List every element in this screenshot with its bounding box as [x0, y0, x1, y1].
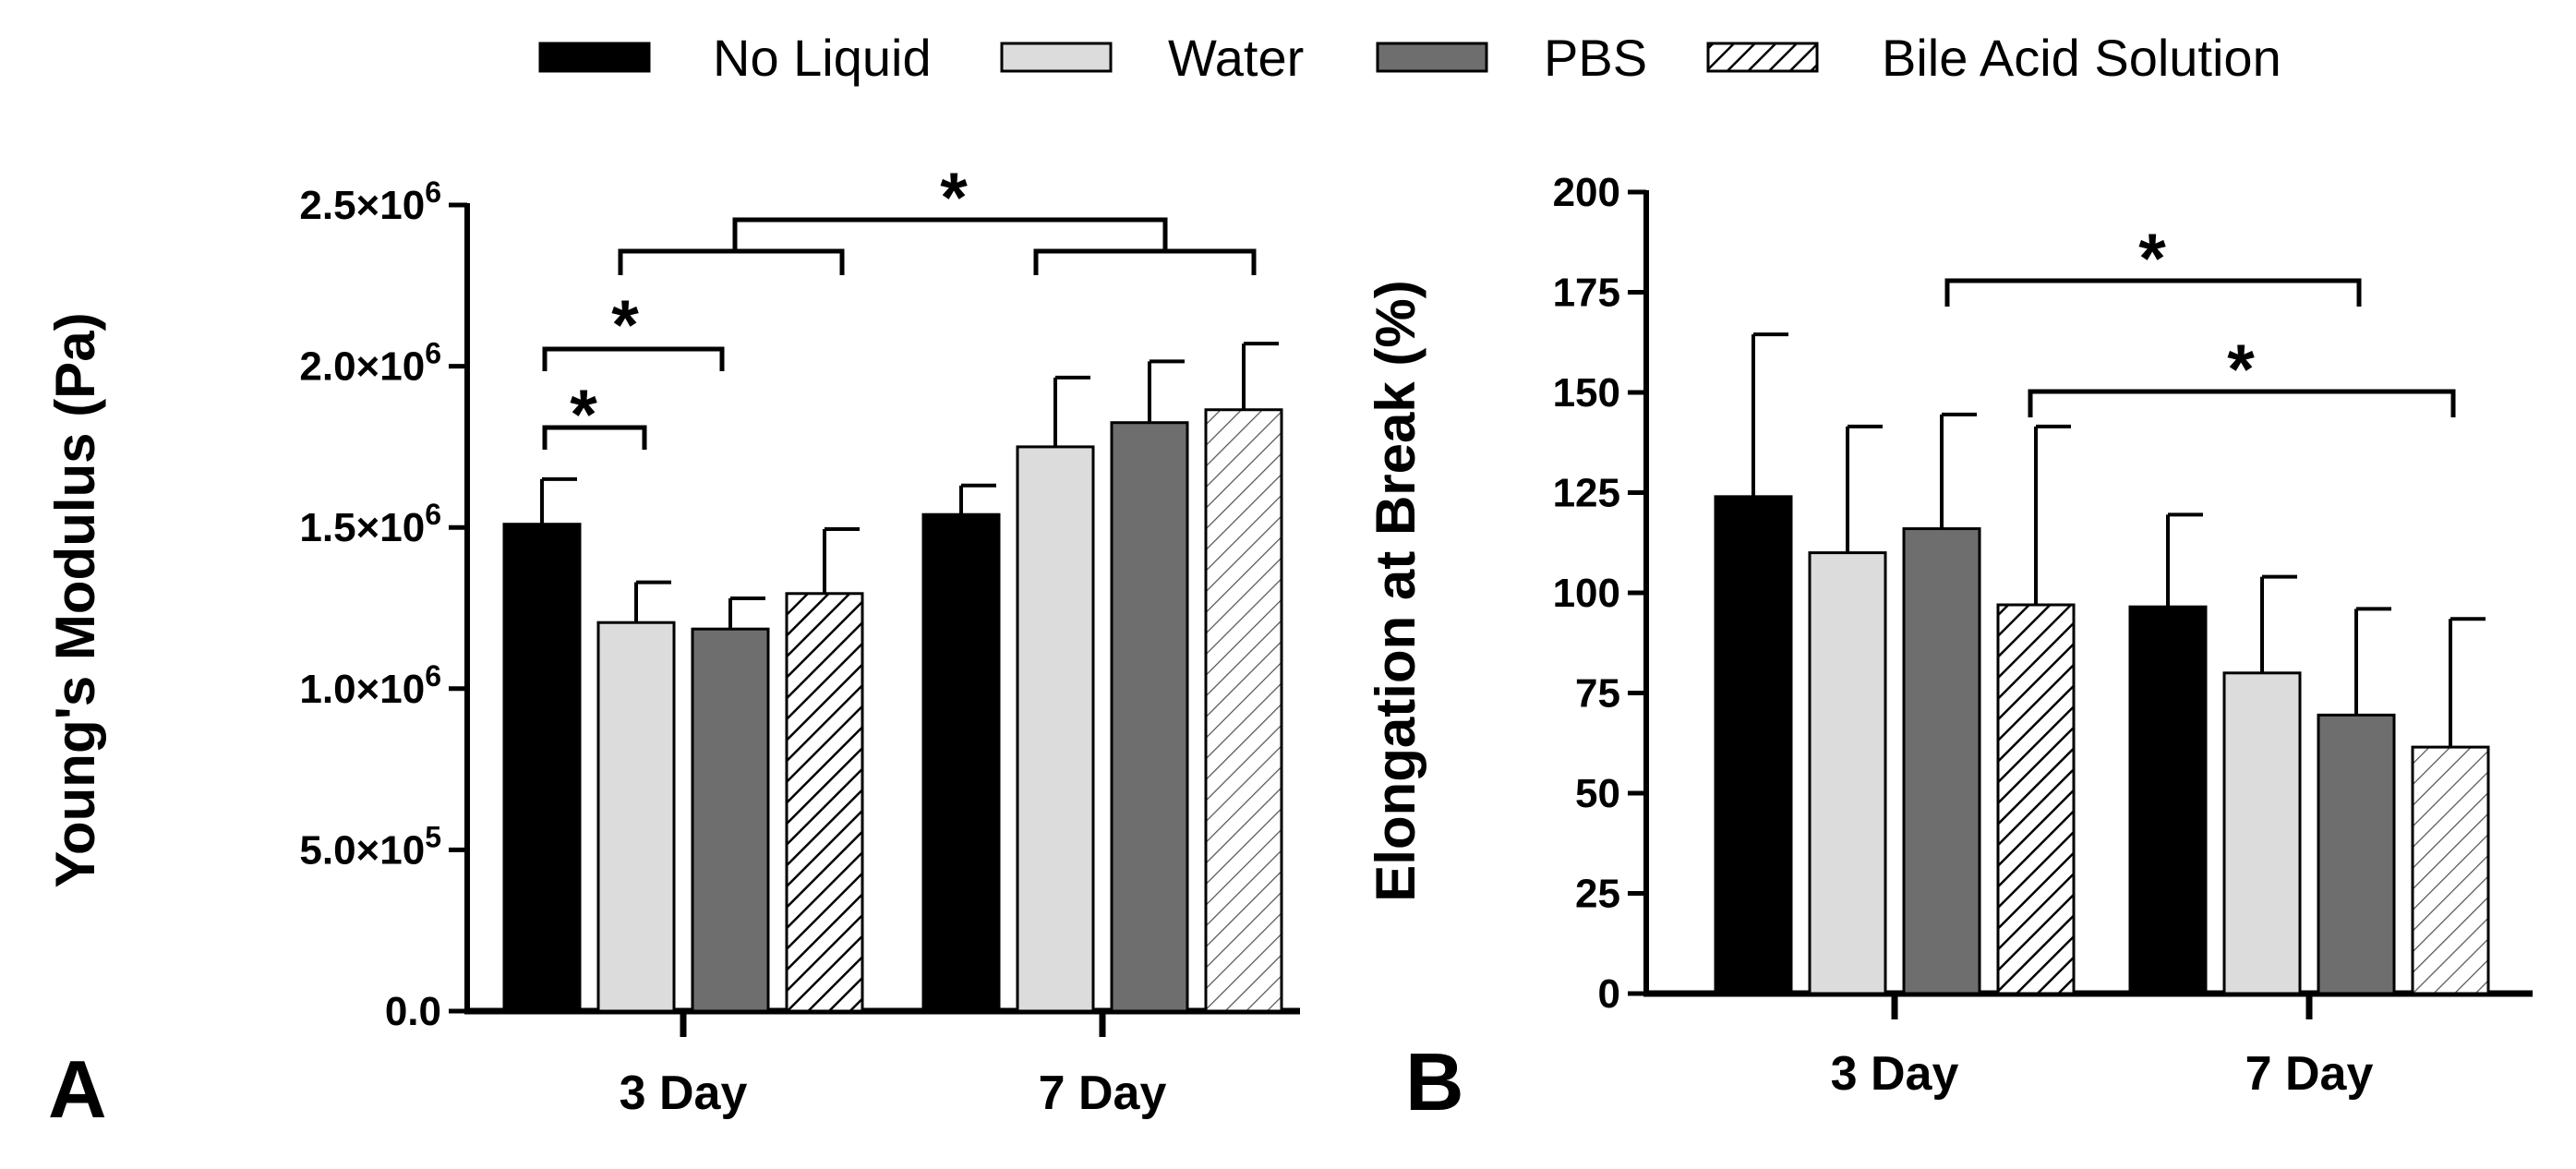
bar	[1016, 445, 1095, 1013]
bar	[596, 621, 676, 1013]
significance-bracket	[542, 346, 725, 371]
significance-bracket	[2028, 389, 2456, 417]
y-tick-label: 1.0×106	[299, 659, 441, 712]
significance-brackets: **	[1944, 220, 2456, 417]
legend-swatch	[1376, 42, 1488, 73]
significance-star: *	[570, 376, 597, 454]
y-tick-label: 2.5×106	[299, 175, 441, 228]
x-tick-label: 7 Day	[1039, 1067, 1167, 1120]
y-tick-label: 25	[1575, 872, 1620, 917]
legend-label: PBS	[1544, 29, 1647, 87]
significance-star: *	[611, 286, 639, 365]
significance-bracket	[1944, 278, 2362, 307]
y-tick-label: 2.0×106	[299, 337, 441, 390]
axes: 0.0 5.0×105 1.0×106 1.5×106 2.0×106 2.5×106 3 …	[299, 175, 1300, 1120]
x-tick-label: 3 Day	[1831, 1047, 1959, 1101]
significance-brackets: ***	[542, 159, 1257, 454]
bar	[1996, 603, 2076, 995]
y-tick-label: 75	[1575, 671, 1620, 717]
bar	[785, 592, 864, 1013]
legend: No Liquid Water PBS Bile Acid Solution	[538, 29, 2281, 87]
legend-label: Water	[1168, 29, 1304, 87]
legend-label: Bile Acid Solution	[1882, 29, 2281, 87]
y-axis-label: Elongation at Break (%)	[1365, 280, 1426, 901]
bar	[2222, 671, 2302, 995]
y-tick-label: 5.0×105	[299, 820, 441, 873]
significance-bracket	[1033, 248, 1257, 275]
x-tick-label: 3 Day	[620, 1067, 748, 1120]
x-tick-label: 7 Day	[2245, 1047, 2374, 1101]
y-tick-label: 0	[1598, 971, 1620, 1017]
bar	[2317, 713, 2396, 995]
bar	[921, 512, 1001, 1013]
bars	[1714, 332, 2490, 995]
y-tick-label: 50	[1575, 771, 1620, 816]
bar	[502, 523, 582, 1013]
panel-label: A	[48, 1043, 107, 1135]
legend-swatch	[538, 42, 651, 73]
y-tick-label: 125	[1553, 471, 1620, 516]
bar	[691, 627, 770, 1013]
bar	[2128, 605, 2208, 995]
significance-star: *	[2227, 331, 2255, 409]
significance-bracket	[732, 217, 1168, 251]
bars	[502, 342, 1283, 1013]
legend-swatch	[1706, 42, 1819, 73]
y-tick-label: 150	[1553, 370, 1620, 416]
y-tick-label: 1.5×106	[299, 498, 441, 550]
bar	[1714, 495, 1793, 995]
panel-label: B	[1405, 1036, 1464, 1127]
chart-panel-a: Young's Modulus (Pa) 0.0 5.0×105 1.0×106 1.…	[44, 159, 1300, 1135]
y-tick-label: 200	[1553, 170, 1620, 215]
y-tick-label: 0.0	[385, 989, 441, 1034]
significance-bracket	[542, 425, 647, 450]
legend-label: No Liquid	[713, 29, 932, 87]
bar	[2411, 745, 2490, 995]
significance-bracket	[618, 248, 845, 275]
bar	[1110, 421, 1189, 1013]
bar	[1204, 408, 1283, 1013]
bar	[1808, 551, 1887, 995]
significance-star: *	[2138, 220, 2166, 298]
y-axis-label: Young's Modulus (Pa)	[44, 312, 106, 887]
significance-star: *	[940, 159, 968, 237]
bar	[1902, 527, 1981, 995]
y-tick-label: 100	[1553, 571, 1620, 616]
legend-swatch	[1000, 42, 1113, 73]
y-tick-label: 175	[1553, 271, 1620, 316]
chart-panel-b: Elongation at Break (%) 0 25 50 75 100 125 150…	[1365, 170, 2533, 1127]
